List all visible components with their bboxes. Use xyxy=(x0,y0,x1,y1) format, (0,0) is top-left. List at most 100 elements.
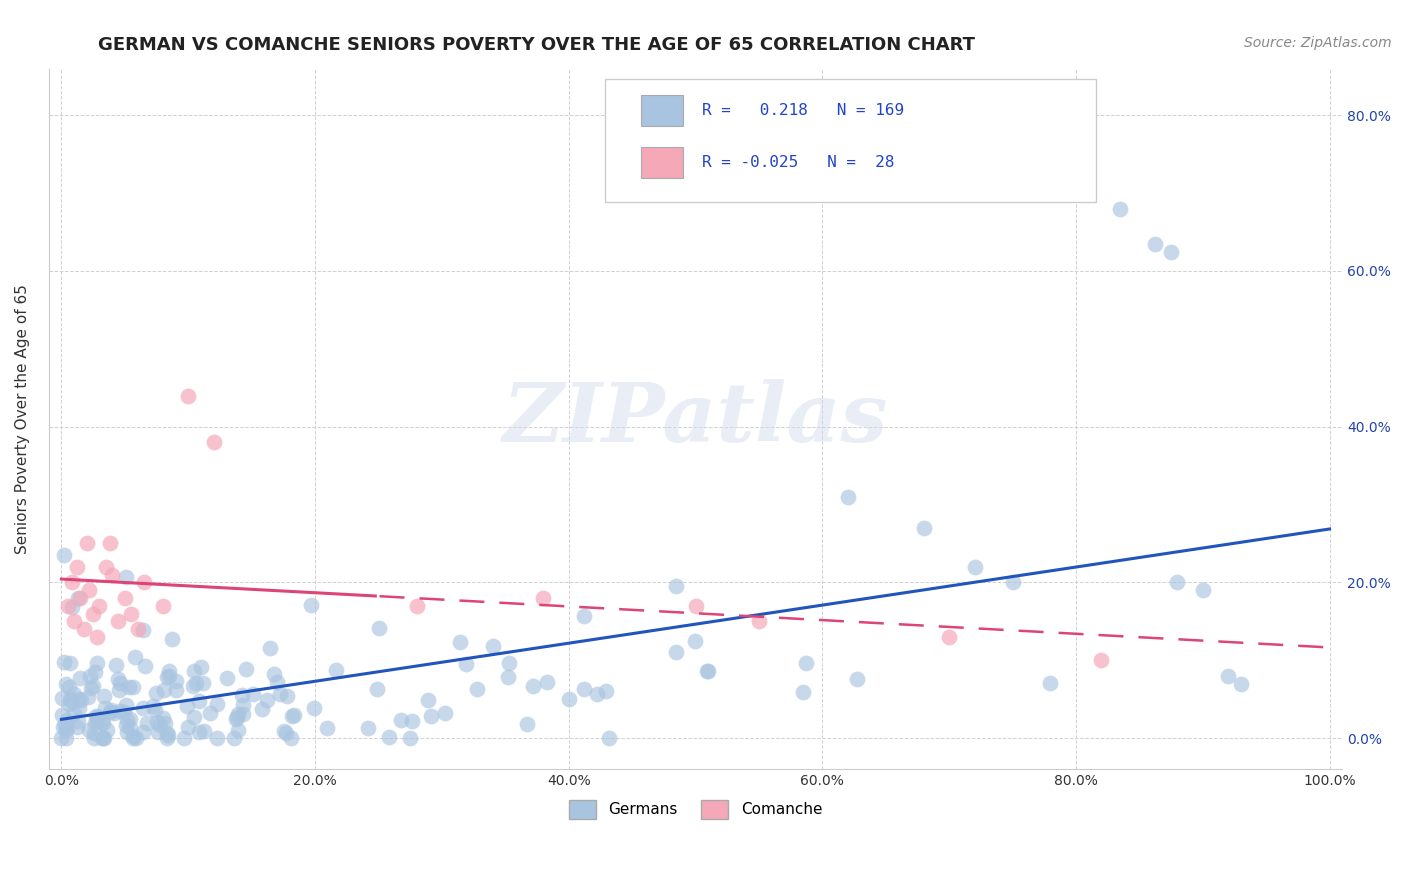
Point xyxy=(280,731,302,746)
Point xyxy=(202,435,225,450)
Point xyxy=(598,731,620,746)
Point xyxy=(434,706,457,720)
Point xyxy=(90,731,112,746)
Point xyxy=(77,690,100,705)
Point xyxy=(60,600,83,615)
Point xyxy=(165,683,187,698)
Point xyxy=(73,622,96,636)
Point xyxy=(368,621,391,635)
Point xyxy=(93,731,115,746)
Point xyxy=(86,710,108,724)
Point xyxy=(132,575,155,590)
Point xyxy=(557,692,579,706)
Legend: Germans, Comanche: Germans, Comanche xyxy=(562,794,828,825)
Point xyxy=(84,716,107,731)
Point xyxy=(117,713,139,727)
Point xyxy=(118,712,141,726)
Point xyxy=(226,709,249,723)
Point xyxy=(165,673,187,688)
Point xyxy=(198,706,221,720)
Point xyxy=(142,698,165,713)
Point xyxy=(93,690,115,704)
Point xyxy=(118,681,141,695)
Point xyxy=(696,664,718,678)
Point xyxy=(224,731,246,746)
Point xyxy=(256,693,278,707)
Point xyxy=(157,669,180,683)
Point xyxy=(79,669,101,683)
Point xyxy=(1090,653,1112,667)
Point xyxy=(173,731,195,746)
Point xyxy=(51,690,73,705)
Point xyxy=(83,726,105,740)
Point xyxy=(389,713,412,727)
Point xyxy=(115,725,138,739)
Point xyxy=(325,664,347,678)
Point xyxy=(70,692,93,706)
Point xyxy=(665,579,688,593)
Point xyxy=(56,599,79,613)
Point xyxy=(1039,676,1062,690)
Point xyxy=(82,607,104,621)
Point xyxy=(420,709,443,723)
Point xyxy=(274,726,297,740)
FancyBboxPatch shape xyxy=(605,79,1097,202)
Point xyxy=(51,707,73,722)
Point xyxy=(76,536,98,550)
Point xyxy=(55,731,77,746)
Point xyxy=(205,731,228,746)
Point xyxy=(536,675,558,690)
Point xyxy=(132,701,155,715)
Point xyxy=(125,731,148,746)
Point xyxy=(1166,575,1188,590)
Point xyxy=(250,702,273,716)
Point xyxy=(107,615,129,629)
Point xyxy=(176,699,198,714)
Point xyxy=(69,591,91,605)
Point xyxy=(522,679,544,693)
Text: R =   0.218   N = 169: R = 0.218 N = 169 xyxy=(702,103,904,118)
Point xyxy=(115,718,138,732)
Point xyxy=(482,639,505,653)
Point xyxy=(84,708,107,723)
Point xyxy=(401,714,423,728)
Point xyxy=(531,591,554,605)
Point xyxy=(120,607,142,621)
Point xyxy=(89,599,111,613)
Point xyxy=(516,717,538,731)
Point xyxy=(103,706,125,720)
Point xyxy=(114,591,136,605)
Point xyxy=(56,721,79,735)
Point xyxy=(59,657,82,671)
Point xyxy=(235,662,257,676)
Point xyxy=(86,630,108,644)
Point xyxy=(191,675,214,690)
Point xyxy=(269,687,291,701)
Point xyxy=(1160,244,1182,259)
Point xyxy=(91,716,114,731)
Point xyxy=(748,615,770,629)
Point xyxy=(52,719,75,733)
Point xyxy=(96,723,118,738)
Point xyxy=(226,706,249,721)
Point xyxy=(232,698,254,713)
Point xyxy=(177,388,200,402)
Point xyxy=(107,672,129,686)
Point xyxy=(120,722,142,736)
Point xyxy=(83,731,105,746)
Point xyxy=(226,723,249,738)
Point xyxy=(496,670,519,684)
Point xyxy=(572,681,595,696)
Point xyxy=(316,721,339,735)
Y-axis label: Seniors Poverty Over the Age of 65: Seniors Poverty Over the Age of 65 xyxy=(15,284,30,554)
Point xyxy=(231,689,253,703)
Point xyxy=(190,659,212,673)
Point xyxy=(98,705,121,719)
Point xyxy=(416,693,439,707)
Point xyxy=(259,640,281,655)
Point xyxy=(207,697,229,711)
Point xyxy=(84,665,107,679)
Point xyxy=(115,698,138,712)
Point xyxy=(283,707,305,722)
Point xyxy=(273,723,295,738)
